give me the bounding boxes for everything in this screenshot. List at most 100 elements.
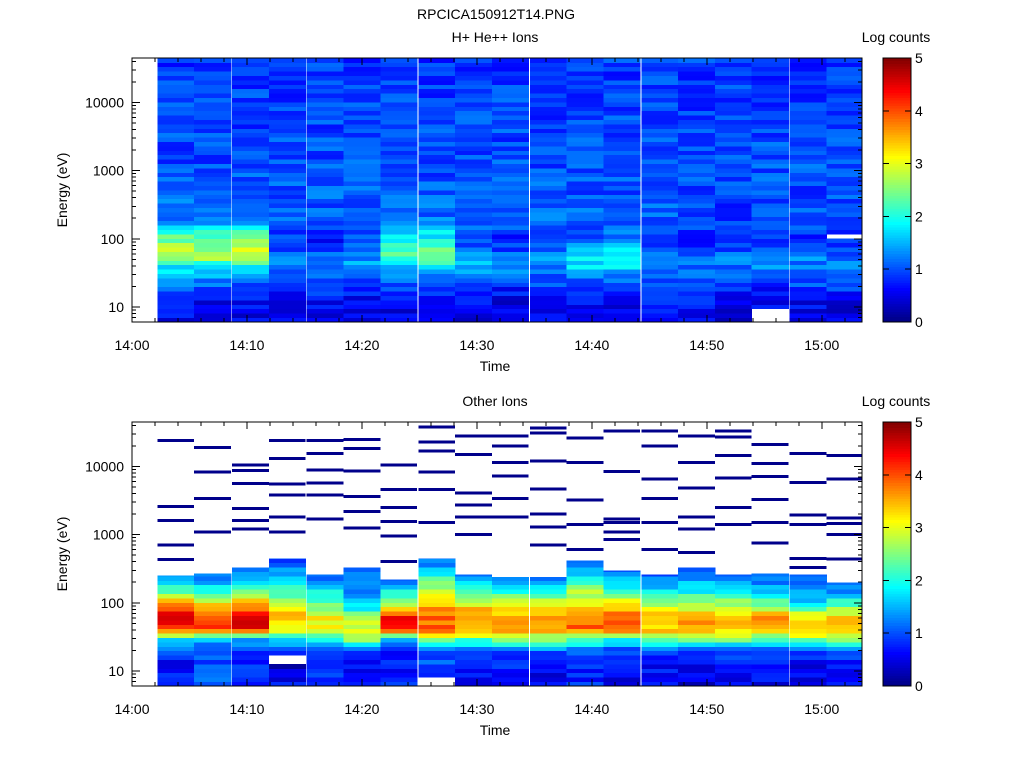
heatmap-cell bbox=[714, 97, 753, 103]
heatmap-cell bbox=[491, 646, 530, 652]
heatmap-cell bbox=[194, 212, 232, 217]
heatmap-cell bbox=[306, 80, 344, 85]
heatmap-cell bbox=[751, 593, 789, 599]
heatmap-cell bbox=[455, 190, 493, 195]
heatmap-cell bbox=[678, 256, 716, 261]
colorbar-tick-label: 2 bbox=[915, 572, 923, 588]
heatmap-cell bbox=[232, 132, 270, 138]
heatmap-cell bbox=[194, 62, 232, 68]
heatmap-cell bbox=[380, 119, 418, 125]
heatmap-cell bbox=[566, 308, 604, 314]
heatmap-cell bbox=[714, 203, 753, 208]
heatmap-cell bbox=[751, 238, 789, 244]
heatmap-cell bbox=[826, 260, 863, 266]
heatmap-cell bbox=[529, 580, 567, 586]
heatmap-cell bbox=[194, 291, 232, 296]
heatmap-cell bbox=[306, 106, 344, 112]
colorbar-swatch bbox=[883, 295, 911, 299]
heatmap-cell bbox=[268, 150, 306, 156]
heatmap-cell bbox=[306, 62, 344, 68]
heatmap-cell bbox=[306, 642, 344, 647]
x-tick-label: 14:50 bbox=[689, 701, 724, 717]
heatmap-cell bbox=[603, 102, 641, 107]
heatmap-cell bbox=[455, 198, 493, 204]
heatmap-cell bbox=[566, 615, 604, 621]
heatmap-cell bbox=[491, 93, 530, 98]
heatmap-cell bbox=[641, 611, 679, 616]
colorbar-swatch bbox=[883, 203, 911, 207]
heatmap-cell bbox=[268, 620, 306, 625]
heatmap-cell bbox=[194, 313, 232, 318]
heatmap-cell bbox=[157, 176, 195, 182]
heatmap-cell bbox=[826, 220, 863, 226]
colorbar-swatch bbox=[883, 211, 911, 215]
heatmap-cell bbox=[418, 75, 456, 81]
heatmap-cell bbox=[751, 106, 789, 112]
heatmap-cell bbox=[529, 576, 567, 581]
heatmap-cell bbox=[268, 132, 306, 138]
colorbar-swatch bbox=[883, 585, 911, 589]
heatmap-cell bbox=[603, 137, 641, 142]
heatmap-cell bbox=[714, 168, 753, 173]
heatmap-cell bbox=[714, 633, 753, 638]
heatmap-cell bbox=[529, 163, 567, 169]
heatmap-cell bbox=[343, 163, 381, 169]
heatmap-cell bbox=[641, 598, 679, 603]
heatmap-cell bbox=[566, 163, 604, 169]
heatmap-cell bbox=[603, 291, 641, 296]
heatmap-cell bbox=[232, 646, 270, 652]
heatmap-cell bbox=[491, 295, 530, 301]
heatmap-cell bbox=[751, 84, 789, 90]
heatmap-cell bbox=[789, 642, 827, 647]
sparse-energy-line bbox=[566, 498, 604, 502]
x-tick-label: 15:00 bbox=[804, 701, 839, 717]
heatmap-cell bbox=[491, 304, 530, 310]
heatmap-cell bbox=[232, 295, 270, 301]
heatmap-cell bbox=[826, 137, 863, 142]
heatmap-cell bbox=[641, 589, 679, 594]
x-tick-label: 14:40 bbox=[574, 701, 609, 717]
heatmap-cell bbox=[194, 624, 232, 630]
heatmap-cell bbox=[343, 124, 381, 129]
heatmap-cell bbox=[678, 238, 716, 244]
heatmap-cell bbox=[714, 278, 753, 283]
colorbar-swatch bbox=[883, 588, 911, 592]
heatmap-cell bbox=[603, 628, 641, 634]
heatmap-cell bbox=[529, 216, 567, 222]
heatmap-cell bbox=[641, 58, 679, 63]
colorbar-swatch bbox=[883, 258, 911, 262]
y-tick-label: 1000 bbox=[93, 527, 124, 543]
heatmap-cell bbox=[380, 115, 418, 120]
heatmap-cell bbox=[268, 247, 306, 252]
sparse-energy-line bbox=[455, 533, 492, 537]
heatmap-cell bbox=[714, 181, 753, 186]
heatmap-cell bbox=[491, 137, 530, 142]
colorbar-swatch bbox=[883, 73, 911, 77]
heatmap-cell bbox=[380, 291, 418, 296]
colorbar-swatch bbox=[883, 68, 911, 72]
heatmap-cell bbox=[641, 269, 679, 274]
heatmap-cell bbox=[714, 225, 753, 230]
sparse-energy-line bbox=[678, 515, 715, 519]
heatmap-cell bbox=[714, 584, 753, 590]
colorbar-swatch bbox=[883, 675, 911, 679]
heatmap-cell bbox=[418, 141, 456, 147]
heatmap-cell bbox=[678, 278, 716, 283]
heatmap-cell bbox=[491, 286, 530, 292]
heatmap-cell bbox=[751, 291, 789, 296]
heatmap-cell bbox=[603, 88, 641, 94]
heatmap-cell bbox=[306, 97, 344, 103]
heatmap-cell bbox=[529, 286, 567, 292]
heatmap-cell bbox=[678, 633, 716, 638]
heatmap-cell bbox=[455, 75, 493, 81]
heatmap-cell bbox=[826, 84, 863, 90]
heatmap-cell bbox=[678, 589, 716, 594]
heatmap-cell bbox=[380, 256, 418, 261]
colorbar-swatch bbox=[883, 311, 911, 315]
heatmap-cell bbox=[491, 598, 530, 603]
heatmap-cell bbox=[826, 97, 863, 103]
heatmap-cell bbox=[826, 242, 863, 248]
heatmap-cell bbox=[789, 664, 827, 669]
heatmap-cell bbox=[418, 576, 456, 581]
heatmap-cell bbox=[418, 646, 456, 652]
